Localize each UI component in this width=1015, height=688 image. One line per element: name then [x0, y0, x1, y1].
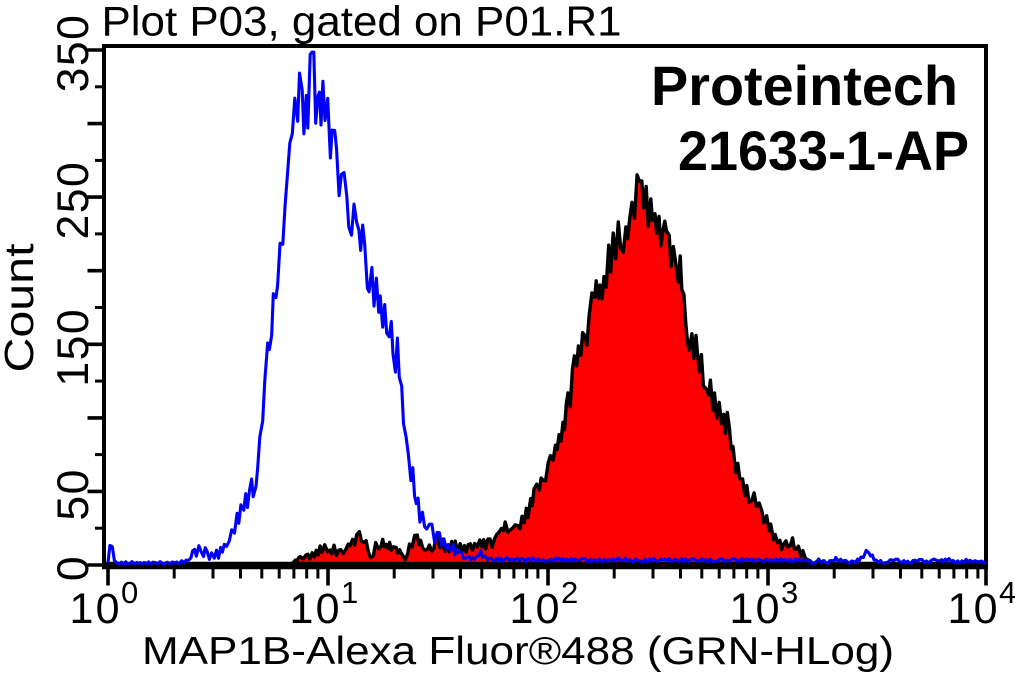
svg-text:250: 250 [49, 161, 98, 240]
svg-text:Proteintech: Proteintech [651, 54, 958, 117]
svg-text:2: 2 [561, 575, 578, 610]
svg-text:MAP1B-Alexa Fluor®488 (GRN-HLo: MAP1B-Alexa Fluor®488 (GRN-HLog) [142, 630, 894, 673]
svg-text:Count: Count [0, 244, 42, 373]
svg-text:50: 50 [49, 468, 98, 521]
svg-text:350: 350 [49, 14, 98, 93]
svg-text:Plot P03, gated on P01.R1: Plot P03, gated on P01.R1 [102, 0, 622, 45]
svg-text:4: 4 [999, 575, 1015, 610]
svg-text:3: 3 [781, 575, 798, 610]
svg-text:1: 1 [341, 575, 358, 610]
svg-text:21633-1-AP: 21633-1-AP [678, 119, 969, 182]
svg-text:150: 150 [49, 308, 98, 387]
svg-text:0: 0 [121, 575, 138, 610]
svg-text:0: 0 [49, 555, 98, 581]
